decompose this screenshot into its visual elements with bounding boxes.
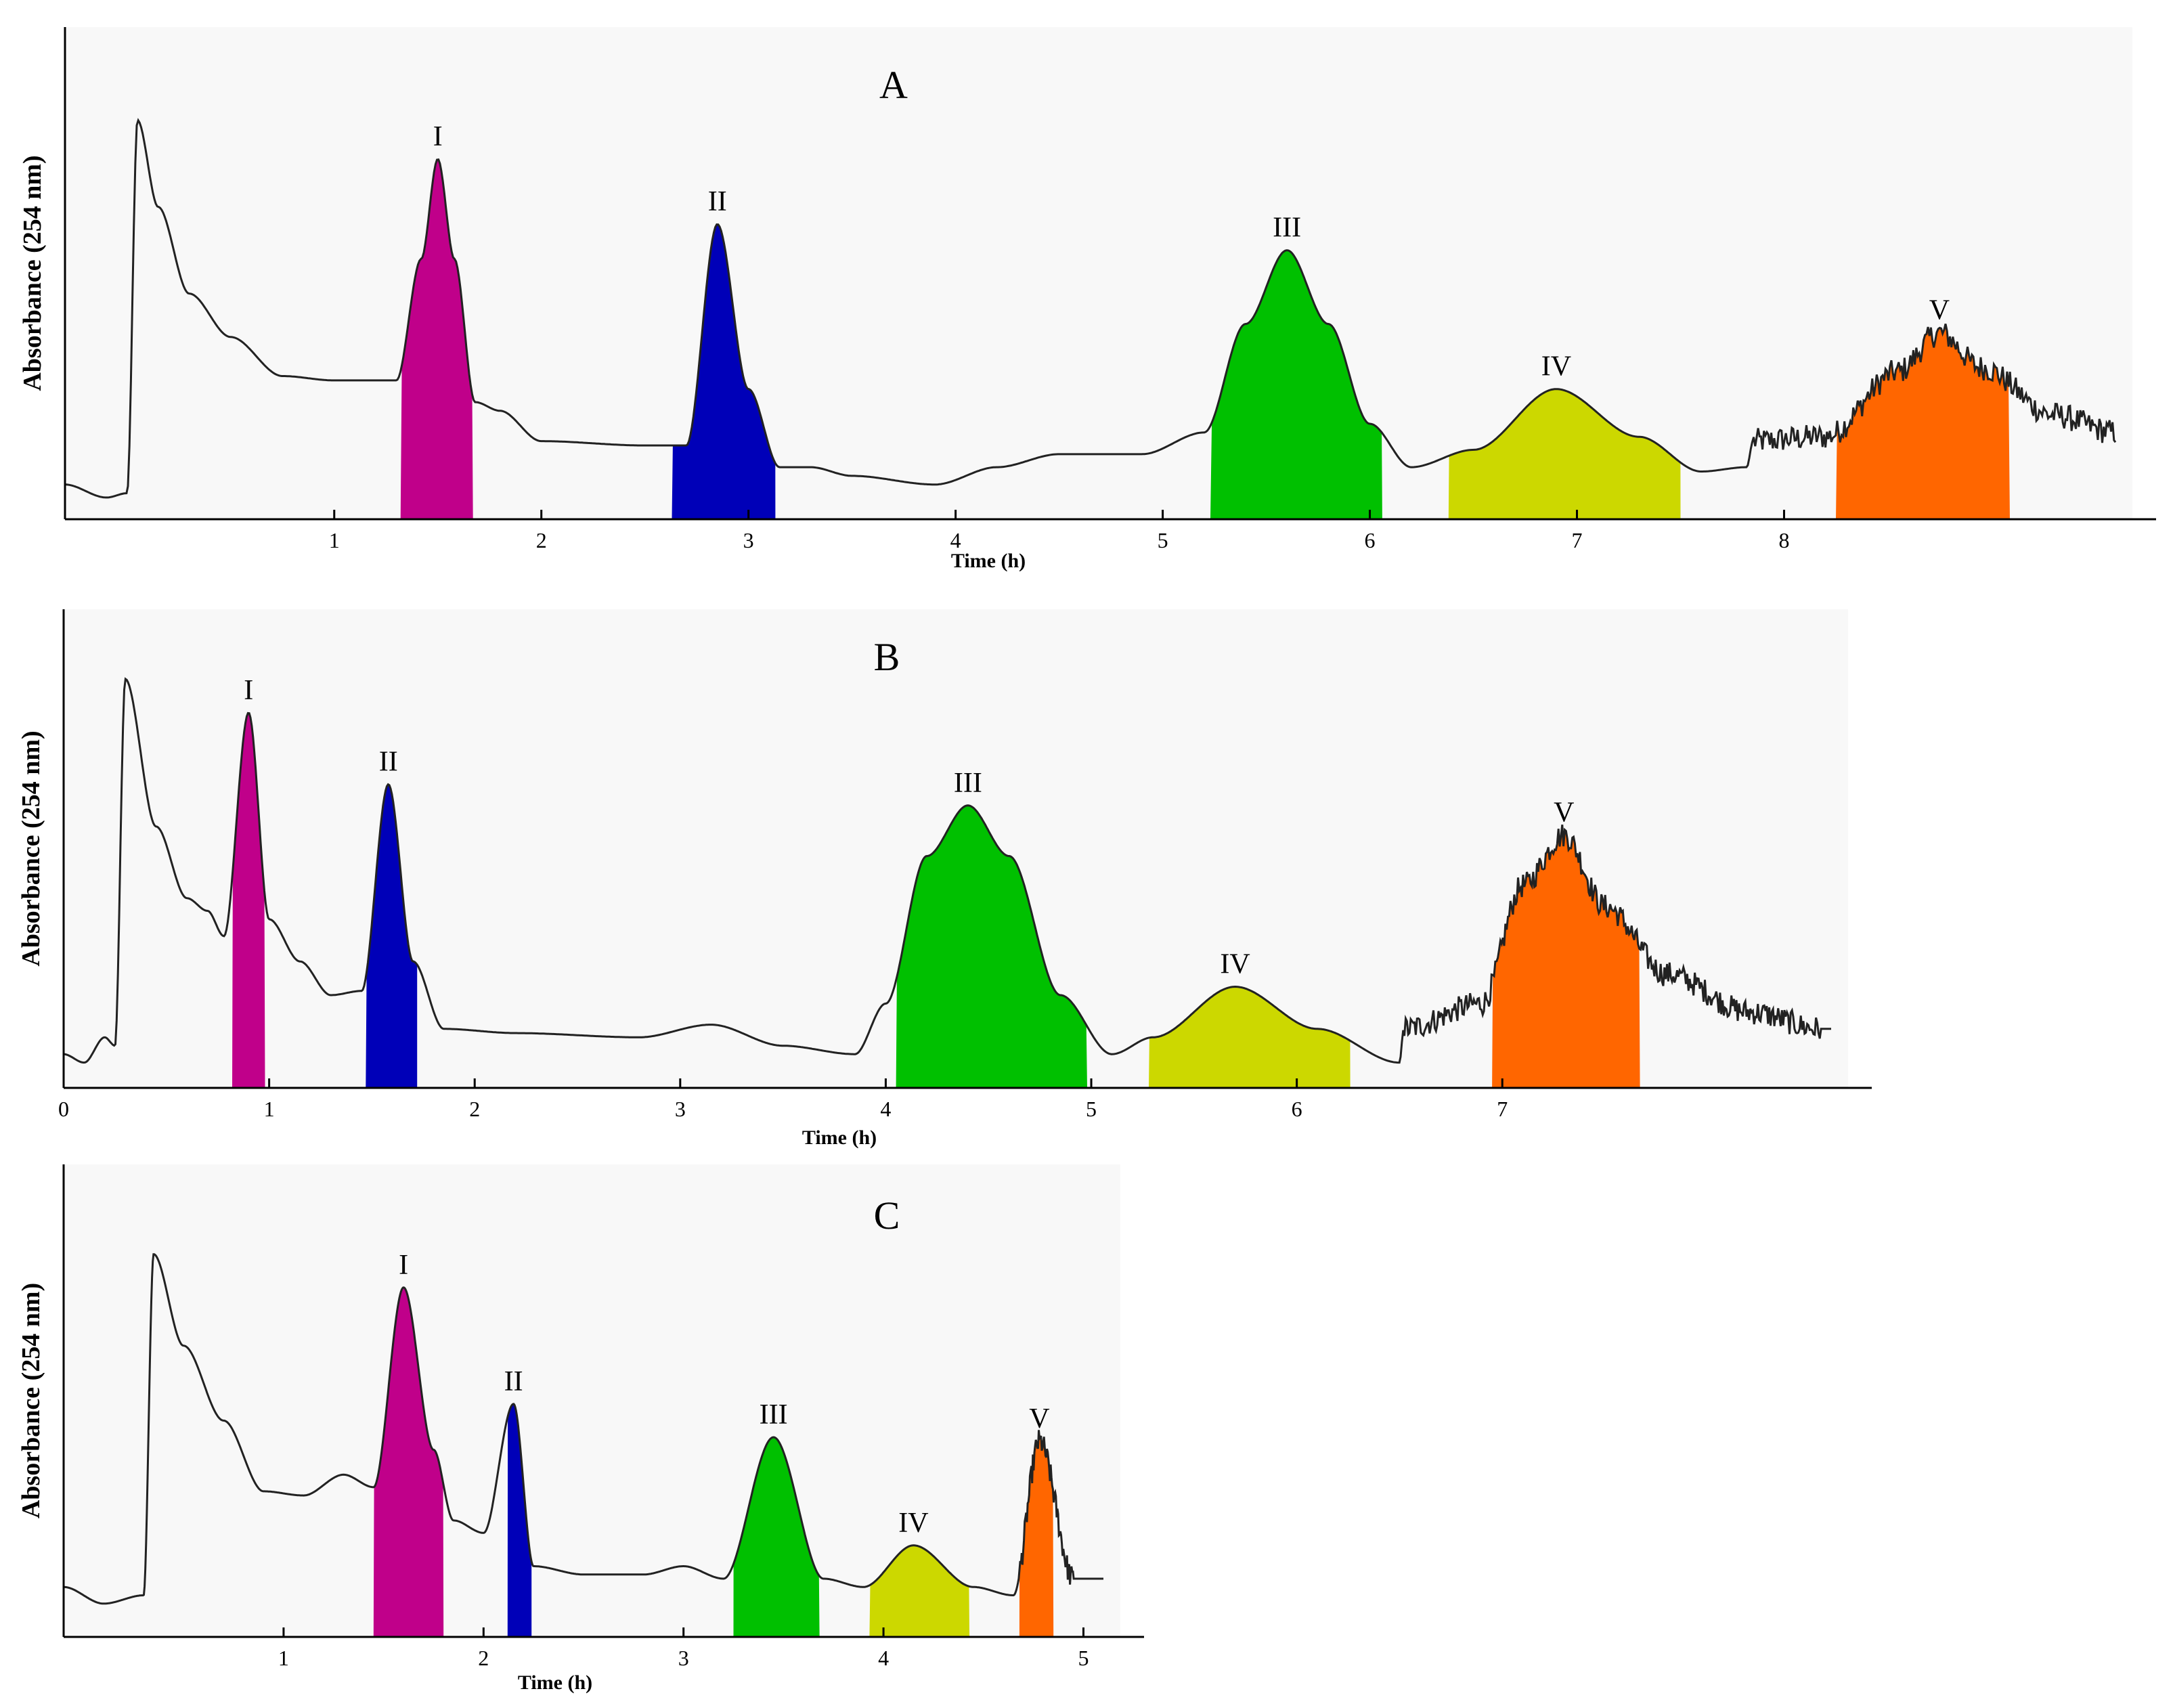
x-tick-label: 4 — [880, 1097, 891, 1121]
peak-label-ii: II — [379, 747, 398, 778]
panel-a-x-label: Time (h) — [951, 550, 1026, 572]
panel-c-peaks — [373, 1287, 1054, 1637]
peak-label-iv: IV — [898, 1508, 928, 1539]
peak-area-iv — [1149, 986, 1351, 1088]
x-tick-label: 8 — [1778, 528, 1789, 552]
x-tick-label: 7 — [1497, 1097, 1508, 1121]
x-tick-label: 4 — [950, 528, 961, 552]
panel-b-title: B — [874, 635, 900, 679]
peak-label-ii: II — [708, 186, 727, 217]
x-tick-label: 2 — [536, 528, 547, 552]
x-tick-label: 3 — [743, 528, 754, 552]
panel-a-ticks: 1 2 3 4 5 6 7 8 — [329, 510, 1789, 552]
panel-a-trace — [64, 118, 2117, 499]
panel-a-title: A — [879, 63, 908, 107]
peak-area-iii — [896, 805, 1087, 1088]
peak-label-i: I — [399, 1250, 408, 1281]
x-tick-label: 0 — [58, 1097, 69, 1121]
x-tick-label: 4 — [878, 1646, 889, 1670]
x-tick-label: 1 — [329, 528, 340, 552]
x-tick-label: 2 — [469, 1097, 480, 1121]
peak-label-v: V — [1554, 797, 1574, 828]
x-tick-label: 3 — [678, 1646, 689, 1670]
peak-label-iii: III — [954, 768, 982, 799]
peak-label-iv: IV — [1220, 949, 1250, 980]
peak-area-v — [1492, 825, 1640, 1088]
x-tick-label: 3 — [675, 1097, 686, 1121]
panel-b-y-label: Absorbance (254 nm) — [17, 730, 45, 966]
panel-c-trace — [64, 1253, 1103, 1605]
panel-b-trace — [63, 677, 1831, 1064]
x-tick-label: 6 — [1365, 528, 1376, 552]
panel-c-y-label: Absorbance (254 nm) — [17, 1283, 45, 1518]
peak-area-i — [373, 1287, 444, 1637]
peak-label-v: V — [1929, 294, 1950, 326]
peak-area-ii — [672, 224, 776, 519]
peak-area-iii — [733, 1437, 820, 1637]
panel-c-background — [64, 1164, 1120, 1637]
panel-a-y-label: Absorbance (254 nm) — [18, 155, 47, 391]
x-tick-label: 7 — [1572, 528, 1583, 552]
x-tick-label: 1 — [278, 1646, 289, 1670]
panel-b-peaks — [232, 713, 1640, 1088]
peak-label-i: I — [244, 675, 253, 706]
peak-area-iv — [1448, 389, 1681, 519]
x-tick-label: 5 — [1086, 1097, 1097, 1121]
peak-label-ii: II — [504, 1366, 523, 1397]
peak-label-iii: III — [1273, 213, 1301, 244]
peak-label-iii: III — [760, 1399, 788, 1430]
panel-c-ticks: 1 2 3 4 5 — [278, 1627, 1089, 1670]
x-tick-label: 5 — [1158, 528, 1168, 552]
peak-area-ii — [507, 1403, 532, 1637]
peak-area-i — [400, 159, 473, 519]
peak-area-v — [1019, 1430, 1054, 1637]
x-tick-label: 6 — [1292, 1097, 1302, 1121]
x-tick-label: 2 — [478, 1646, 489, 1670]
peak-label-v: V — [1029, 1403, 1049, 1435]
peak-label-iv: IV — [1541, 351, 1571, 382]
peak-area-i — [232, 713, 265, 1088]
panel-b-x-label: Time (h) — [802, 1126, 877, 1149]
x-tick-label: 1 — [264, 1097, 275, 1121]
peak-area-ii — [366, 784, 418, 1088]
x-tick-label: 5 — [1078, 1646, 1089, 1670]
peak-label-i: I — [433, 121, 443, 152]
peak-area-v — [1836, 324, 2010, 519]
panel-c-x-label: Time (h) — [518, 1671, 592, 1694]
panel-b-ticks: 0 1 2 3 4 5 6 7 — [58, 1078, 1508, 1121]
panel-c-title: C — [874, 1194, 900, 1238]
